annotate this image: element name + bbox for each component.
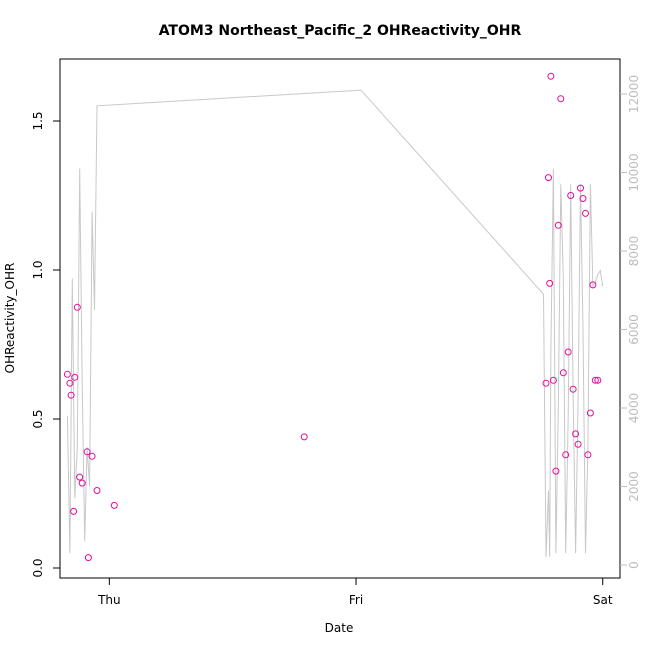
- data-point: [76, 473, 84, 481]
- data-point: [559, 369, 567, 377]
- data-point: [579, 195, 587, 202]
- y-right-tick-label: 8000: [627, 236, 641, 267]
- data-point: [589, 281, 597, 289]
- data-point: [546, 279, 554, 287]
- data-point: [549, 376, 557, 384]
- y-right-tick-label: 4000: [627, 393, 641, 424]
- data-point: [562, 451, 570, 459]
- data-point: [71, 373, 79, 381]
- chart-title: ATOM3 Northeast_Pacific_2 OHReactivity_O…: [159, 23, 522, 39]
- data-point: [582, 209, 589, 217]
- data-point: [300, 433, 308, 441]
- data-point: [545, 174, 552, 182]
- data-point: [542, 379, 550, 387]
- x-tick-label: Fri: [349, 593, 363, 607]
- line-series: [66, 89, 604, 558]
- data-point: [73, 303, 81, 311]
- y-left-tick-label: 1.5: [31, 111, 45, 130]
- data-point: [547, 72, 555, 80]
- y-right-tick-label: 0: [627, 561, 641, 569]
- data-point: [577, 184, 584, 192]
- y-left-tick-label: 0.0: [31, 558, 45, 577]
- data-point: [110, 501, 118, 509]
- data-point: [552, 467, 560, 475]
- y-axis-left: 0.0 0.5 1.0 1.5: [31, 111, 60, 578]
- y-left-tick-label: 0.5: [31, 409, 45, 428]
- data-point: [84, 554, 92, 562]
- line-series-path: [66, 89, 604, 558]
- data-point: [63, 370, 71, 378]
- data-point: [584, 451, 592, 459]
- data-point: [564, 348, 572, 356]
- data-point: [591, 376, 599, 384]
- data-point: [83, 448, 91, 456]
- data-point: [572, 430, 580, 438]
- data-point: [67, 391, 75, 399]
- y-right-tick-label: 10000: [627, 153, 641, 191]
- data-point: [574, 440, 582, 448]
- data-point: [93, 487, 101, 494]
- x-axis-label: Date: [325, 621, 354, 635]
- data-point: [66, 379, 74, 387]
- plot-frame: [59, 58, 621, 579]
- data-point: [557, 95, 565, 103]
- y-right-tick-label: 6000: [627, 314, 641, 345]
- y-right-tick-label: 12000: [627, 75, 641, 113]
- y-left-tick-label: 1.0: [31, 260, 45, 279]
- data-point: [567, 192, 575, 199]
- y-axis-label: OHReactivity_OHR: [3, 263, 17, 374]
- points-series: [63, 72, 602, 562]
- data-point: [569, 385, 577, 393]
- data-point: [594, 376, 602, 384]
- x-axis: Thu Fri Sat: [97, 578, 613, 607]
- data-point: [70, 507, 78, 515]
- data-point: [78, 479, 86, 487]
- x-tick-label: Thu: [97, 593, 121, 607]
- data-point: [88, 452, 96, 460]
- y-right-tick-label: 2000: [627, 471, 641, 502]
- data-point: [586, 409, 594, 417]
- y-axis-right: 0 2000 4000 6000 8000 10000 12000: [620, 75, 641, 569]
- x-tick-label: Sat: [593, 593, 613, 607]
- data-point: [554, 221, 562, 229]
